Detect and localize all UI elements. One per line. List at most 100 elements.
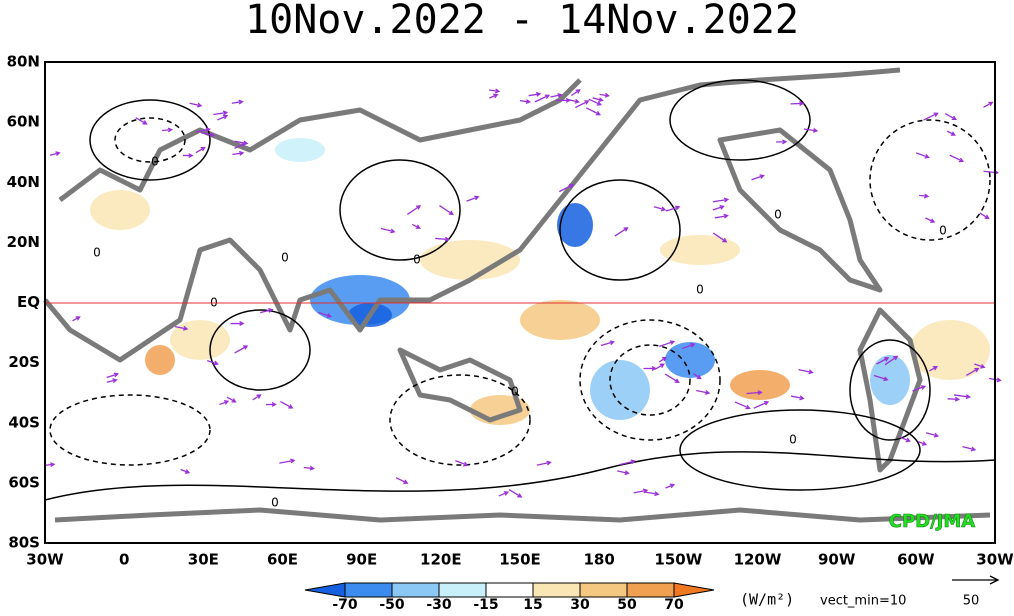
- wind-vector: [303, 465, 315, 471]
- colorbar-segment: [438, 582, 487, 598]
- wind-vector: [217, 114, 229, 121]
- map: 00000000000 CPD/JMA: [43, 61, 1002, 544]
- coast: [717, 127, 883, 293]
- wind-vector: [455, 460, 469, 467]
- wind-vector: [575, 100, 590, 109]
- wind-vector: [974, 363, 986, 369]
- lat-label: 20S: [8, 353, 40, 371]
- wind-vector: [72, 316, 81, 322]
- wind-vector: [915, 152, 930, 159]
- shading: [420, 240, 520, 280]
- wind-vector: [182, 153, 194, 159]
- wind-vector: [665, 483, 676, 489]
- wind-vector: [519, 99, 532, 105]
- lon-label: 150W: [654, 551, 702, 569]
- wind-vector: [919, 193, 930, 199]
- shading: [870, 355, 910, 405]
- lon-label: 30W: [976, 551, 1014, 569]
- contour: [49, 394, 211, 466]
- wind-vector: [983, 101, 994, 108]
- shading: [557, 203, 593, 247]
- wind-vector: [234, 140, 249, 146]
- shading: [520, 300, 600, 340]
- contour-label: 0: [151, 155, 159, 169]
- contour: [209, 309, 311, 391]
- wind-vector: [412, 223, 421, 229]
- wind-vector: [207, 360, 219, 366]
- wind-vector: [600, 340, 615, 347]
- wind-vector: [712, 205, 725, 211]
- lon-label: 90W: [818, 551, 856, 569]
- wind-vector: [912, 385, 927, 392]
- wind-vector: [776, 139, 788, 145]
- contour: [849, 339, 931, 441]
- wind-vector: [439, 205, 454, 216]
- wind-vector: [534, 94, 551, 103]
- contour: [869, 119, 991, 241]
- wind-vector: [592, 97, 604, 103]
- vector-note: vect_min=10: [820, 594, 906, 609]
- wind-vector: [947, 396, 961, 402]
- reference-arrow-head: [989, 575, 1000, 585]
- colorbar-segment: [673, 582, 715, 598]
- colorbar-label: -15: [473, 597, 498, 612]
- shading: [90, 190, 150, 230]
- wind-vector: [162, 127, 173, 133]
- vectors: [45, 88, 1002, 498]
- credit: CPD/JMA: [889, 511, 976, 532]
- contour: [559, 179, 681, 281]
- contour-label: 0: [774, 208, 782, 222]
- wind-vector: [953, 394, 971, 400]
- contour: [389, 374, 531, 466]
- colorbar-label: -70: [332, 597, 358, 612]
- wind-vector: [558, 183, 575, 193]
- shading: [275, 138, 325, 162]
- wind-vector: [873, 374, 889, 382]
- colorbar-segment: [532, 582, 581, 598]
- contour: [669, 79, 811, 161]
- colorbar-segment: [304, 582, 346, 598]
- shading: [730, 370, 790, 400]
- wind-vector: [962, 445, 977, 452]
- wind-vector: [213, 110, 229, 116]
- coast: [397, 347, 523, 423]
- contour: [44, 451, 996, 501]
- wind-vector: [570, 89, 581, 97]
- reference-vector: 50: [963, 594, 980, 609]
- lat-label: 80S: [8, 534, 40, 552]
- lat-label: 40S: [8, 413, 40, 431]
- wind-vector: [226, 396, 237, 403]
- colorbar-label: -50: [379, 597, 405, 612]
- lon-label: 0: [119, 551, 129, 569]
- lat-label: 20N: [7, 233, 40, 251]
- lon-label: 30W: [26, 551, 64, 569]
- wind-vector: [536, 460, 552, 466]
- wind-vector: [633, 488, 649, 494]
- wind-vector: [929, 366, 939, 372]
- wind-vector: [395, 477, 409, 484]
- wind-vector: [180, 468, 191, 474]
- contour: [609, 344, 691, 416]
- wind-vector: [252, 394, 262, 401]
- wind-vector: [106, 378, 118, 384]
- wind-vector: [588, 98, 602, 106]
- wind-vector: [753, 400, 770, 409]
- colorbar-label: 50: [617, 597, 637, 612]
- contour-label: 0: [413, 253, 421, 267]
- coast: [58, 78, 582, 202]
- wind-vector: [803, 127, 819, 133]
- colorbar-segment: [485, 582, 534, 598]
- contour: [114, 117, 186, 163]
- wind-vector: [280, 400, 294, 409]
- wind-vector: [260, 308, 274, 314]
- wind-vector: [617, 470, 630, 476]
- colorbar-label: 30: [570, 597, 590, 612]
- wind-vector: [665, 205, 681, 212]
- wind-vector: [712, 232, 728, 243]
- contour-label: 0: [93, 246, 101, 260]
- wind-vector: [106, 372, 120, 379]
- wind-vector: [508, 488, 523, 498]
- wind-vector: [979, 212, 990, 220]
